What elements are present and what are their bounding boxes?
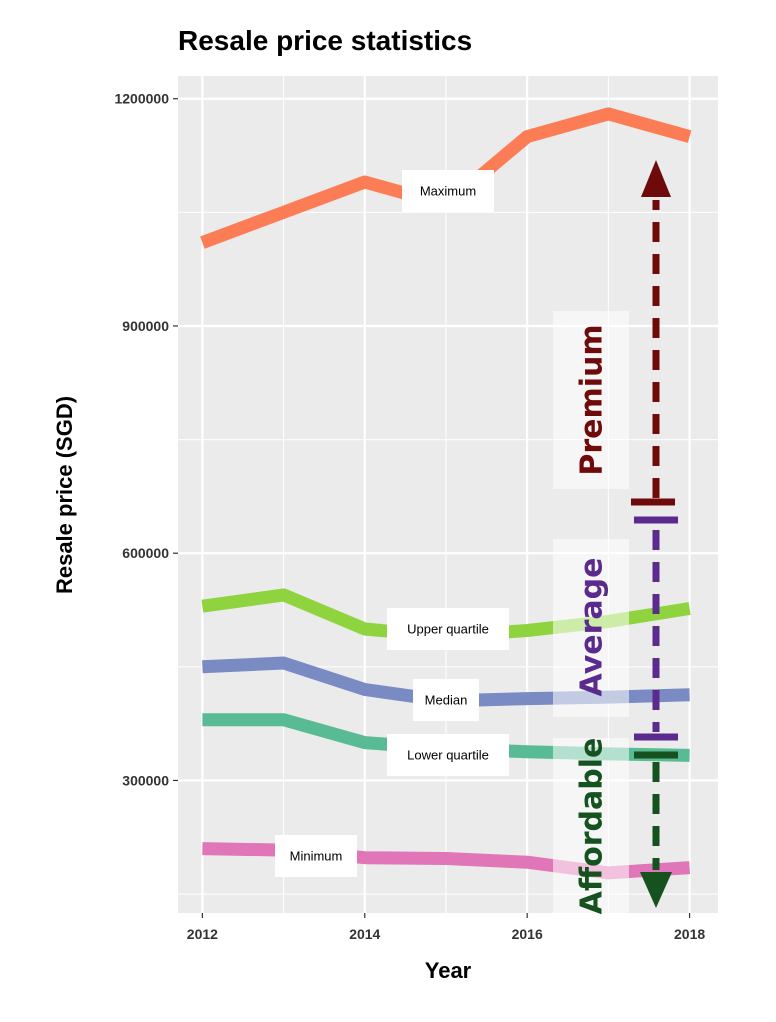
premium-label: Premium bbox=[575, 324, 610, 475]
x-axis: 2012 2014 2016 2018 bbox=[187, 913, 705, 942]
y-tick-label: 900000 bbox=[122, 318, 169, 334]
y-tick-label: 1200000 bbox=[114, 91, 169, 107]
premium-label-box bbox=[553, 311, 629, 489]
x-tick-label: 2014 bbox=[349, 926, 380, 942]
series-label: Lower quartile bbox=[407, 748, 489, 763]
series-label-box bbox=[275, 835, 357, 877]
average-label-box bbox=[553, 539, 629, 717]
series-label-box bbox=[387, 734, 509, 776]
premium-arrowhead-up-icon bbox=[641, 160, 671, 197]
series-label-box bbox=[402, 170, 494, 212]
series-label-box bbox=[413, 679, 479, 721]
x-tick-label: 2018 bbox=[674, 926, 705, 942]
y-axis-title: Resale price (SGD) bbox=[52, 396, 77, 594]
y-tick-label: 300000 bbox=[122, 772, 169, 788]
chart-title: Resale price statistics bbox=[178, 25, 472, 56]
series-label: Median bbox=[425, 693, 468, 708]
series-label: Upper quartile bbox=[407, 622, 489, 637]
series-labels: Maximum Upper quartile Median Lower quartil… bbox=[275, 170, 509, 877]
affordable-label: Affordable bbox=[575, 738, 610, 915]
x-tick-label: 2012 bbox=[187, 926, 218, 942]
average-label: Average bbox=[575, 558, 610, 697]
x-axis-title: Year bbox=[425, 958, 472, 983]
series-label: Maximum bbox=[420, 184, 476, 199]
y-axis: 300000 600000 900000 1200000 bbox=[114, 91, 178, 788]
affordable-arrowhead-down-icon bbox=[640, 872, 672, 908]
series-label-box bbox=[387, 608, 509, 650]
series-label: Minimum bbox=[290, 849, 343, 864]
x-tick-label: 2016 bbox=[512, 926, 543, 942]
y-tick-label: 600000 bbox=[122, 545, 169, 561]
affordable-label-box bbox=[553, 738, 629, 913]
